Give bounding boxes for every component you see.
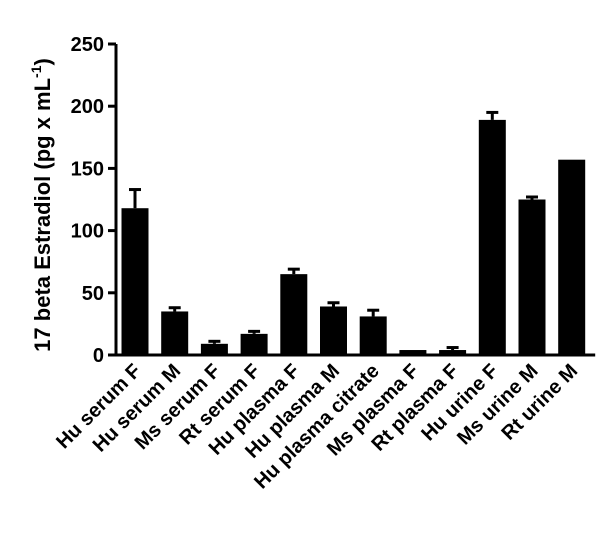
bar	[200, 343, 228, 355]
y-tick-label: 200	[71, 96, 104, 118]
bar	[478, 119, 506, 355]
bar	[320, 306, 347, 355]
x-axis-labels: Hu serum FHu serum MMs serum FRt serum F…	[52, 360, 582, 493]
y-tick-label: 100	[71, 221, 104, 243]
y-tick-label: 250	[71, 34, 104, 56]
bar	[161, 311, 189, 355]
y-axis-title-close: )	[30, 58, 55, 65]
bar	[280, 274, 308, 355]
y-tick-label: 150	[71, 158, 104, 180]
y-tick-label: 50	[82, 283, 104, 305]
bar	[240, 333, 268, 355]
bar	[359, 316, 387, 355]
bar	[121, 208, 149, 355]
bar	[558, 159, 586, 355]
bar	[399, 350, 427, 355]
bars	[121, 119, 586, 355]
y-axis-title: 17 beta Estradiol (pg x mL-1)	[28, 58, 55, 352]
error-bars	[129, 110, 538, 351]
bar	[439, 350, 467, 355]
y-axis-title-superscript: -1	[28, 65, 44, 78]
bar	[518, 199, 546, 355]
y-tick-label: 0	[93, 345, 104, 367]
y-axis: 0 50 100 150 200 250	[71, 34, 596, 367]
y-axis-title-main: 17 beta Estradiol (pg x mL	[30, 78, 55, 352]
